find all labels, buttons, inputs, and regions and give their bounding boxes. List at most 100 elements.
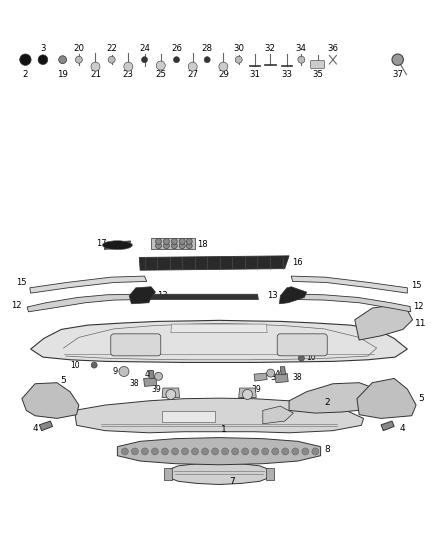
Polygon shape	[30, 276, 147, 293]
Circle shape	[222, 448, 229, 455]
Circle shape	[166, 390, 176, 399]
Text: 21: 21	[90, 70, 101, 79]
Circle shape	[302, 448, 309, 455]
Text: 36: 36	[327, 44, 339, 53]
Text: 1: 1	[220, 425, 226, 434]
Text: 32: 32	[265, 44, 276, 53]
Text: 10: 10	[70, 361, 80, 369]
Circle shape	[121, 448, 128, 455]
Text: 5: 5	[60, 376, 66, 384]
FancyBboxPatch shape	[111, 334, 161, 356]
Polygon shape	[167, 463, 271, 484]
Circle shape	[312, 448, 319, 455]
Circle shape	[282, 448, 289, 455]
Polygon shape	[144, 294, 258, 300]
Circle shape	[91, 62, 100, 71]
Circle shape	[292, 448, 299, 455]
Circle shape	[252, 448, 259, 455]
Circle shape	[188, 62, 197, 71]
Text: 15: 15	[16, 278, 26, 287]
Circle shape	[298, 355, 304, 361]
Text: 23: 23	[123, 70, 134, 79]
Circle shape	[38, 55, 48, 64]
Text: 38: 38	[293, 373, 302, 382]
Circle shape	[124, 62, 133, 71]
Text: 4: 4	[33, 424, 39, 433]
Circle shape	[75, 56, 82, 63]
Circle shape	[232, 448, 239, 455]
Circle shape	[267, 369, 275, 377]
Text: 8: 8	[324, 445, 330, 454]
Polygon shape	[280, 367, 286, 375]
Polygon shape	[74, 398, 364, 433]
Polygon shape	[164, 468, 172, 480]
Polygon shape	[139, 256, 289, 270]
Ellipse shape	[102, 241, 132, 249]
Circle shape	[155, 372, 162, 381]
Text: 28: 28	[201, 44, 213, 53]
Text: 2: 2	[23, 70, 28, 79]
Text: 7: 7	[229, 477, 235, 486]
Polygon shape	[275, 374, 288, 383]
Text: 15: 15	[411, 281, 421, 289]
Circle shape	[235, 56, 242, 63]
Circle shape	[243, 390, 252, 399]
Text: 13: 13	[268, 291, 278, 300]
Circle shape	[186, 243, 192, 249]
Text: 11: 11	[415, 319, 427, 328]
Text: 27: 27	[187, 70, 198, 79]
Circle shape	[171, 243, 177, 249]
Circle shape	[212, 448, 219, 455]
Text: 34: 34	[296, 44, 307, 53]
Text: 40: 40	[275, 370, 285, 379]
Polygon shape	[151, 238, 195, 249]
Polygon shape	[297, 294, 411, 312]
Circle shape	[141, 448, 148, 455]
Circle shape	[219, 62, 228, 71]
Text: 26: 26	[171, 44, 182, 53]
Text: 5: 5	[418, 394, 424, 403]
Polygon shape	[279, 287, 307, 304]
Circle shape	[171, 238, 177, 245]
Polygon shape	[291, 276, 407, 293]
Polygon shape	[355, 305, 413, 340]
Text: 25: 25	[155, 70, 166, 79]
Circle shape	[298, 56, 305, 63]
Polygon shape	[31, 320, 407, 362]
Text: 12: 12	[11, 301, 22, 310]
Circle shape	[173, 56, 180, 63]
Circle shape	[20, 54, 31, 66]
Circle shape	[392, 54, 403, 66]
Polygon shape	[171, 324, 267, 333]
Text: 35: 35	[312, 70, 323, 79]
Polygon shape	[357, 378, 416, 418]
Text: 18: 18	[197, 240, 208, 248]
Circle shape	[131, 448, 138, 455]
Circle shape	[242, 448, 249, 455]
Text: 12: 12	[413, 302, 423, 311]
Circle shape	[119, 367, 129, 376]
Polygon shape	[27, 294, 140, 312]
Text: 19: 19	[57, 70, 68, 79]
Text: 14: 14	[197, 294, 208, 303]
Circle shape	[156, 61, 165, 70]
Text: 24: 24	[139, 44, 150, 53]
Polygon shape	[129, 287, 155, 304]
Polygon shape	[254, 373, 267, 381]
Circle shape	[108, 56, 115, 63]
Circle shape	[163, 238, 170, 245]
Text: 40: 40	[145, 370, 154, 379]
Text: 29: 29	[218, 70, 229, 79]
Circle shape	[155, 243, 162, 249]
Polygon shape	[239, 388, 256, 398]
Text: 13: 13	[157, 291, 167, 300]
Circle shape	[152, 448, 159, 455]
Polygon shape	[149, 370, 154, 378]
Text: 17: 17	[96, 239, 107, 248]
Circle shape	[186, 238, 192, 245]
Text: 16: 16	[293, 258, 303, 266]
Text: 39: 39	[252, 385, 261, 394]
Text: 38: 38	[130, 379, 139, 388]
Circle shape	[181, 448, 188, 455]
Circle shape	[201, 448, 208, 455]
